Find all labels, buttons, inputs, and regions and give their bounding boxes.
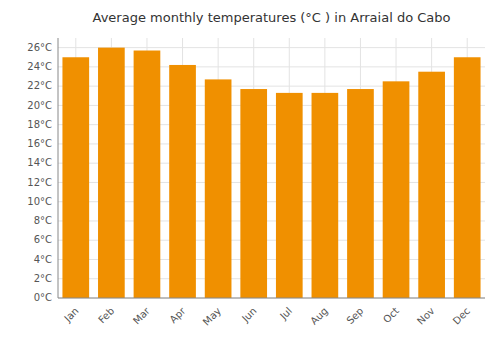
y-tick-label: 22°C — [27, 80, 52, 91]
x-tick-label: Nov — [415, 305, 437, 327]
bar — [383, 81, 410, 298]
y-axis-line — [58, 38, 59, 298]
x-tick-label: Aug — [308, 305, 330, 327]
x-tick-label: May — [201, 305, 223, 327]
x-tick-label: Jun — [239, 305, 259, 325]
bar — [454, 57, 481, 298]
bars — [62, 48, 480, 298]
grid — [58, 38, 485, 298]
bar — [205, 79, 232, 298]
bar — [169, 65, 196, 298]
y-grid-line — [58, 298, 485, 299]
y-tick-label: 8°C — [34, 215, 52, 226]
bar — [134, 51, 161, 298]
x-axis-line — [58, 298, 485, 299]
x-tick-label: Dec — [451, 305, 472, 326]
bar — [347, 89, 374, 298]
y-tick-label: 6°C — [34, 234, 52, 245]
y-tick-label: 2°C — [34, 273, 52, 284]
x-tick-label: Jul — [277, 305, 294, 322]
y-tick-label: 20°C — [27, 100, 52, 111]
bar — [312, 93, 339, 298]
x-tick-label: Mar — [131, 305, 153, 327]
x-tick-label: Apr — [167, 305, 188, 326]
bar — [276, 93, 303, 298]
y-tick-label: 24°C — [27, 61, 52, 72]
y-tick-label: 18°C — [27, 119, 52, 130]
y-tick-label: 26°C — [27, 42, 52, 53]
y-tick-label: 10°C — [27, 196, 52, 207]
y-tick-label: 14°C — [27, 157, 52, 168]
chart: 0°C 2°C 4°C 6°C 8°C 10°C 12°C 14°C 16°C 18°C 20°C 2… — [0, 0, 500, 350]
x-tick-label: Feb — [96, 305, 116, 325]
chart-container: 0°C 2°C 4°C 6°C 8°C 10°C 12°C 14°C 16°C 18°C 20°C 2… — [0, 0, 500, 350]
x-tick-label: Jan — [61, 305, 80, 324]
axes: 0°C 2°C 4°C 6°C 8°C 10°C 12°C 14°C 16°C 18°C 20°C 2… — [27, 38, 485, 328]
bar — [62, 57, 89, 298]
y-tick-label: 12°C — [27, 177, 52, 188]
y-tick-label: 0°C — [34, 292, 52, 303]
y-tick-label: 16°C — [27, 138, 52, 149]
bar — [98, 48, 125, 298]
x-tick-label: Oct — [381, 305, 401, 325]
bar — [418, 72, 445, 298]
x-tick-label: Sep — [344, 305, 365, 326]
title: Average monthly temperatures (°C ) in Ar… — [93, 10, 451, 25]
y-tick-label: 4°C — [34, 254, 52, 265]
bar — [240, 89, 267, 298]
